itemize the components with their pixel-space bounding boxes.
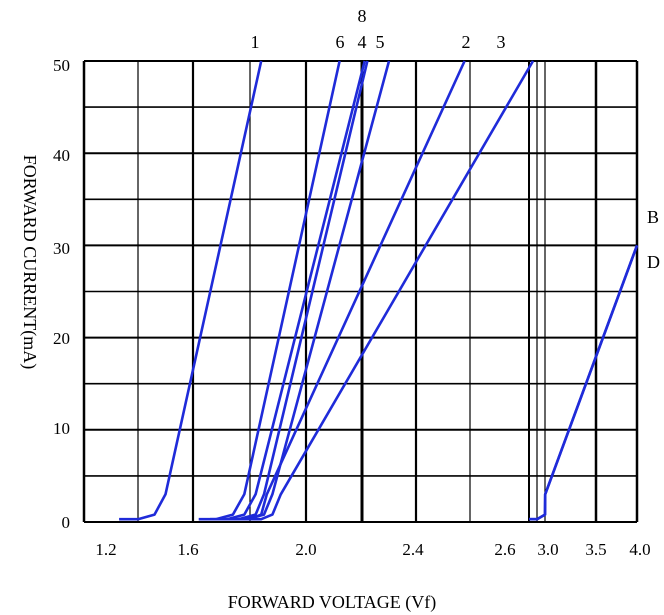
series-line-1 (119, 60, 263, 521)
series-line-2 (238, 60, 466, 521)
y-tick-label: 10 (53, 419, 70, 438)
chart-curves (119, 60, 639, 521)
y-tick-label: 40 (53, 146, 70, 165)
x-axis-label: FORWARD VOLTAGE (Vf) (228, 592, 437, 613)
y-tick-label: 20 (53, 329, 70, 348)
y-tick-label: 0 (62, 513, 71, 532)
chart-curve-labels: 1 68 4 5 2 3 B D (251, 6, 661, 272)
curve-label: D (647, 252, 660, 272)
x-tick-label: 2.0 (295, 540, 316, 559)
chart-grid (82, 60, 639, 523)
x-tick-label: 1.6 (177, 540, 198, 559)
curve-label: 8 (358, 6, 367, 26)
curve-label: 4 (358, 32, 367, 52)
curve-label: 1 (251, 32, 260, 52)
y-axis-label: FORWARD CURRENT(mA) (19, 155, 40, 370)
x-tick-label: 2.4 (402, 540, 424, 559)
chart-tick-labels: 0 10 20 30 40 50 1.2 1.6 2.0 2.4 2.6 3.0 3.5 4.0 (53, 56, 651, 559)
x-tick-label: 1.2 (95, 540, 116, 559)
curve-label: B (647, 207, 659, 227)
series-line-3 (250, 60, 535, 521)
curve-label: 3 (497, 32, 506, 52)
series-line-d (529, 244, 639, 521)
series-line-4 (221, 60, 369, 521)
x-tick-label: 2.6 (494, 540, 515, 559)
x-tick-label: 3.0 (537, 540, 558, 559)
x-tick-label: 3.5 (585, 540, 606, 559)
y-tick-label: 50 (53, 56, 70, 75)
x-tick-label: 4.0 (629, 540, 650, 559)
curve-label: 6 (336, 32, 345, 52)
y-tick-label: 30 (53, 239, 70, 258)
series-line-6 (198, 60, 341, 521)
curve-label: 5 (376, 32, 385, 52)
curve-label: 2 (462, 32, 471, 52)
